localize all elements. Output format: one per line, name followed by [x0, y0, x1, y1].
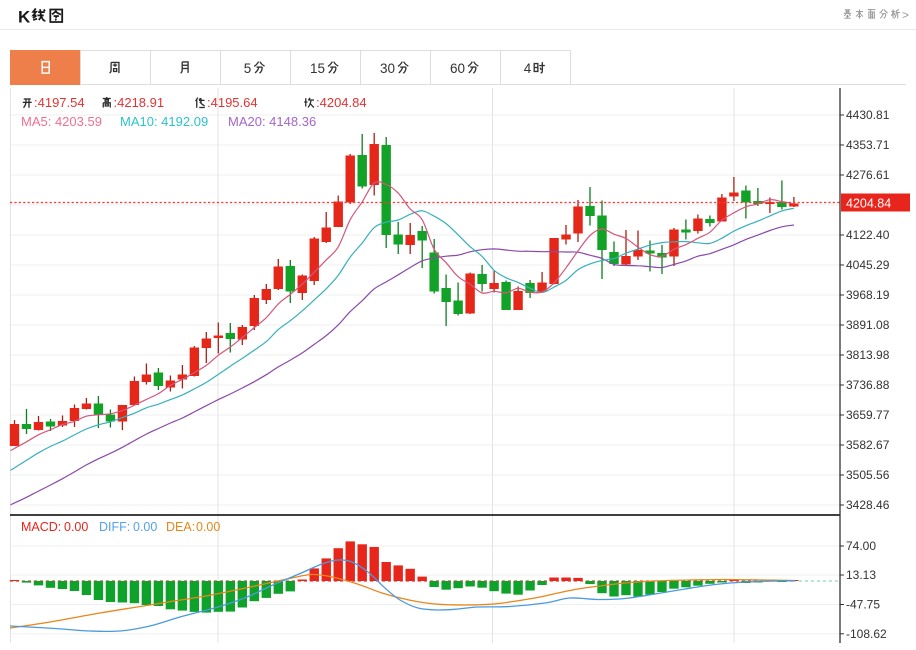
svg-text:4430.81: 4430.81	[846, 108, 890, 122]
svg-text:-47.75: -47.75	[846, 598, 880, 612]
svg-text:4353.71: 4353.71	[846, 138, 890, 152]
svg-text:3505.56: 3505.56	[846, 468, 890, 482]
svg-text:DIFF:: DIFF:	[99, 520, 130, 534]
svg-text:13.13: 13.13	[846, 568, 876, 582]
svg-text:3736.88: 3736.88	[846, 378, 890, 392]
svg-text:MA10: 4192.09: MA10: 4192.09	[120, 114, 208, 129]
svg-text:K: K	[18, 8, 31, 27]
svg-text:3582.67: 3582.67	[846, 438, 890, 452]
svg-text:-108.62: -108.62	[846, 627, 887, 641]
svg-text::4204.84: :4204.84	[316, 95, 367, 110]
svg-text::4218.91: :4218.91	[114, 95, 165, 110]
svg-text:5: 5	[244, 61, 252, 76]
svg-text:MACD:: MACD:	[21, 520, 61, 534]
svg-text:4122.40: 4122.40	[846, 228, 890, 242]
svg-text:DEA:: DEA:	[166, 520, 195, 534]
svg-text:0.00: 0.00	[196, 520, 220, 534]
svg-text:15: 15	[310, 61, 325, 76]
svg-text:3428.46: 3428.46	[846, 498, 890, 512]
svg-text::4195.64: :4195.64	[207, 95, 258, 110]
svg-text:60: 60	[450, 61, 465, 76]
svg-text:4276.61: 4276.61	[846, 168, 890, 182]
svg-text:MA5: 4203.59: MA5: 4203.59	[21, 114, 102, 129]
svg-text:4: 4	[524, 61, 532, 76]
svg-text:74.00: 74.00	[846, 539, 876, 553]
svg-text:4204.84: 4204.84	[846, 197, 891, 211]
svg-text:4045.29: 4045.29	[846, 258, 890, 272]
svg-text:0.00: 0.00	[64, 520, 88, 534]
svg-text::4197.54: :4197.54	[34, 95, 85, 110]
svg-text:0.00: 0.00	[133, 520, 157, 534]
svg-text:3813.98: 3813.98	[846, 348, 890, 362]
svg-text:3659.77: 3659.77	[846, 408, 890, 422]
svg-text:>: >	[902, 8, 909, 22]
svg-text:3891.08: 3891.08	[846, 318, 890, 332]
svg-text:MA20: 4148.36: MA20: 4148.36	[228, 114, 316, 129]
svg-text:3968.19: 3968.19	[846, 288, 890, 302]
svg-text:30: 30	[380, 61, 395, 76]
